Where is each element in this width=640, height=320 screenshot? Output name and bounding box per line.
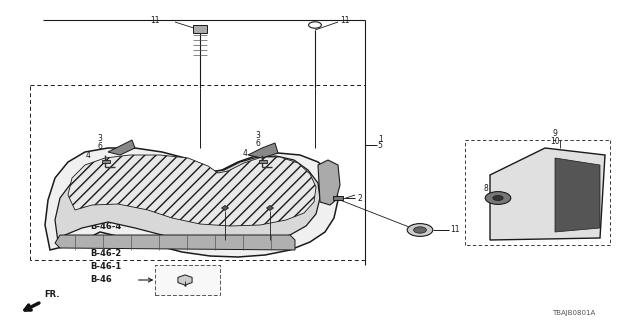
Text: 5: 5 — [378, 140, 383, 149]
Polygon shape — [555, 158, 600, 232]
Text: 3: 3 — [97, 134, 102, 143]
Text: TBAJB0801A: TBAJB0801A — [552, 310, 595, 316]
Text: B-46: B-46 — [91, 276, 113, 284]
Text: 4: 4 — [243, 149, 248, 158]
Text: B-46-2: B-46-2 — [91, 249, 122, 258]
Text: 2: 2 — [357, 194, 362, 203]
Bar — [102, 160, 110, 163]
Circle shape — [413, 227, 426, 233]
Polygon shape — [248, 143, 278, 158]
Text: 6: 6 — [97, 142, 102, 151]
Circle shape — [485, 192, 511, 204]
Text: 3: 3 — [255, 131, 260, 140]
Text: 6: 6 — [255, 139, 260, 148]
Polygon shape — [108, 140, 135, 155]
Text: 2: 2 — [278, 204, 282, 212]
Bar — [155, 265, 220, 295]
Polygon shape — [221, 205, 228, 211]
Polygon shape — [266, 205, 273, 211]
Text: 11: 11 — [150, 15, 160, 25]
Text: 9: 9 — [552, 129, 557, 138]
Polygon shape — [45, 148, 338, 257]
Text: B-46-3: B-46-3 — [91, 235, 122, 244]
Text: FR.: FR. — [45, 290, 60, 299]
Circle shape — [493, 196, 503, 201]
Text: 8: 8 — [483, 183, 488, 193]
Text: 1: 1 — [378, 135, 383, 144]
Polygon shape — [55, 156, 320, 244]
Text: 7: 7 — [520, 183, 525, 193]
Text: B-46-4: B-46-4 — [91, 222, 122, 231]
Bar — [259, 160, 267, 163]
Polygon shape — [318, 160, 340, 205]
Text: 2: 2 — [233, 204, 237, 212]
Bar — [193, 25, 207, 33]
Polygon shape — [55, 235, 295, 250]
Bar — [333, 196, 343, 200]
Circle shape — [407, 224, 433, 236]
Polygon shape — [178, 275, 192, 285]
Text: 4: 4 — [86, 151, 90, 160]
Text: 11: 11 — [340, 15, 349, 25]
Text: 11: 11 — [450, 226, 460, 235]
Text: B-46-1: B-46-1 — [91, 262, 122, 271]
Polygon shape — [490, 148, 605, 240]
Polygon shape — [68, 155, 316, 226]
Text: 10: 10 — [550, 137, 560, 146]
